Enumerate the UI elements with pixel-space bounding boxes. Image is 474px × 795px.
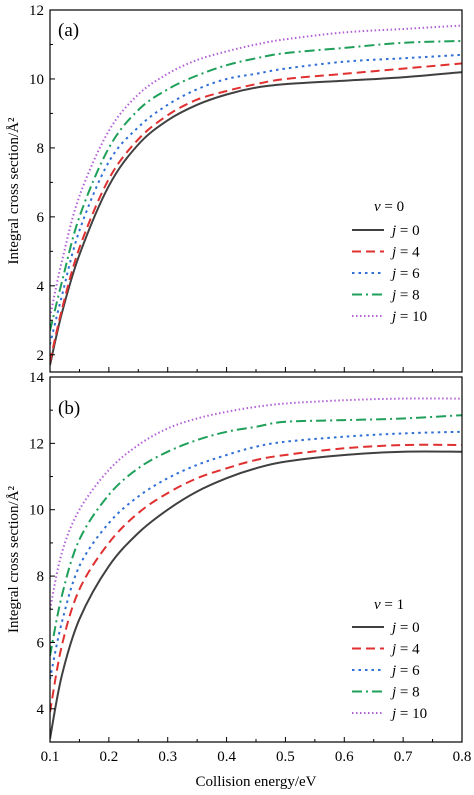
legend-label-j4: j = 4: [390, 245, 420, 261]
legend-label-j8: j = 8: [390, 685, 420, 701]
x-axis-title: Collision energy/eV: [196, 774, 317, 790]
series-line-j8: [50, 414, 462, 656]
y-axis-title: Integral cross section/Å²: [6, 486, 22, 633]
series-line-j8: [50, 40, 462, 331]
series-line-j4: [50, 62, 462, 362]
y-tick-label: 10: [29, 72, 44, 88]
series-line-j0: [50, 450, 462, 739]
y-tick-label: 8: [37, 569, 45, 585]
y-tick-label: 4: [37, 702, 45, 718]
x-tick-label: 0.5: [276, 749, 295, 765]
x-tick-label: 0.3: [158, 749, 177, 765]
y-tick-label: 12: [29, 3, 44, 19]
x-tick-label: 0.1: [41, 749, 60, 765]
y-tick-label: 10: [29, 503, 44, 519]
y-tick-label: 6: [37, 635, 45, 651]
panel-b: 4 6 8 10 12 14 0.1 0.2 0.3 0.4 0.5 0.6 0.7 0.8 Integra…: [6, 370, 471, 765]
legend: v = 0 j = 0 j = 4 j = 6 j = 8 j = 10: [352, 199, 427, 325]
legend-label-j4: j = 4: [390, 642, 420, 658]
panel-label: (a): [58, 20, 79, 41]
legend-title: v = 1: [374, 597, 404, 613]
legend-label-j0: j = 0: [390, 620, 420, 636]
x-tick-label: 0.2: [99, 749, 118, 765]
x-tick-label: 0.8: [453, 749, 472, 765]
y-tick-label: 2: [37, 348, 45, 364]
panel-a: 2 4 6 8 10 12 Integral cross section/Å² (a) v = …: [6, 3, 463, 373]
y-tick-label: 8: [37, 141, 45, 157]
legend-label-j8: j = 8: [390, 288, 420, 304]
series-line-j10: [50, 24, 462, 318]
x-tick-label: 0.4: [217, 749, 236, 765]
legend-label-j6: j = 6: [390, 266, 420, 282]
series-line-j4: [50, 443, 462, 713]
y-tick-label: 12: [29, 436, 44, 452]
legend-label-j10: j = 10: [390, 309, 427, 325]
legend-label-j6: j = 6: [390, 663, 420, 679]
series-line-j10: [50, 397, 462, 610]
legend-label-j0: j = 0: [390, 223, 420, 239]
legend-label-j10: j = 10: [390, 706, 427, 722]
y-tick-label: 14: [29, 370, 45, 386]
legend: v = 1 j = 0 j = 4 j = 6 j = 8 j = 10: [352, 597, 427, 722]
y-tick-label: 6: [37, 210, 45, 226]
series-line-j6: [50, 53, 462, 345]
y-axis-title: Integral cross section/Å²: [6, 117, 22, 264]
panel-label: (b): [58, 398, 80, 419]
x-tick-label: 0.6: [335, 749, 354, 765]
series-line-j0: [50, 71, 462, 366]
y-tick-label: 4: [37, 279, 45, 295]
legend-title: v = 0: [374, 199, 404, 215]
x-tick-label: 0.7: [394, 749, 413, 765]
